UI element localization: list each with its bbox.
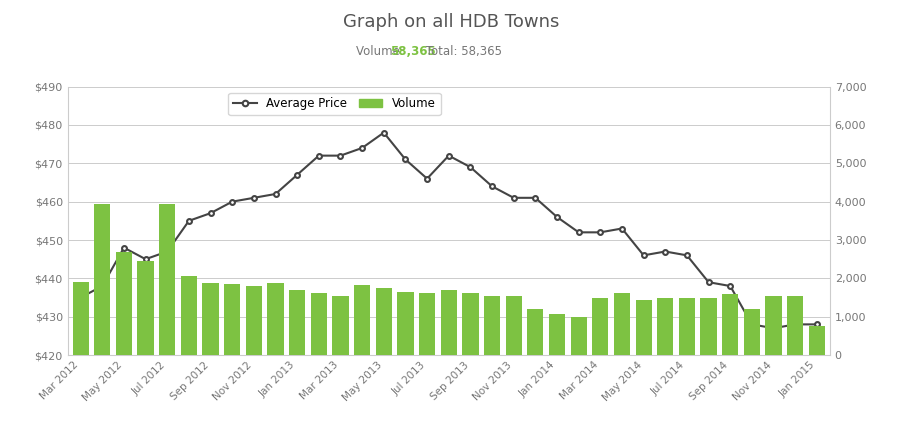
Bar <box>310 293 327 355</box>
Bar <box>137 261 153 355</box>
Bar <box>506 296 522 355</box>
Bar <box>245 286 262 355</box>
Bar <box>72 282 88 355</box>
Bar <box>419 293 435 355</box>
Legend: Average Price, Volume: Average Price, Volume <box>228 93 440 115</box>
Bar <box>115 252 132 355</box>
Bar <box>180 276 197 355</box>
Bar <box>723 294 739 355</box>
Bar <box>224 284 240 355</box>
Bar <box>484 296 501 355</box>
Bar <box>528 309 544 355</box>
Bar <box>809 326 825 355</box>
Text: Graph on all HDB Towns: Graph on all HDB Towns <box>343 13 559 31</box>
Bar <box>202 283 218 355</box>
Bar <box>354 285 370 355</box>
Bar <box>397 292 413 355</box>
Bar <box>658 297 674 355</box>
Text: 58,365: 58,365 <box>390 45 436 58</box>
Bar <box>94 204 110 355</box>
Bar <box>744 309 760 355</box>
Text: Volume:: Volume: <box>356 45 408 58</box>
Bar <box>766 296 782 355</box>
Bar <box>440 290 457 355</box>
Bar <box>593 297 609 355</box>
Bar <box>375 288 391 355</box>
Bar <box>679 297 695 355</box>
Bar <box>289 290 305 355</box>
Bar <box>332 296 348 355</box>
Bar <box>701 298 717 355</box>
Text: Total: 58,365: Total: 58,365 <box>422 45 502 58</box>
Bar <box>614 293 630 355</box>
Bar <box>787 296 804 355</box>
Bar <box>636 300 652 355</box>
Bar <box>571 317 587 355</box>
Bar <box>549 313 566 355</box>
Bar <box>267 283 283 355</box>
Bar <box>463 293 479 355</box>
Bar <box>159 204 175 355</box>
